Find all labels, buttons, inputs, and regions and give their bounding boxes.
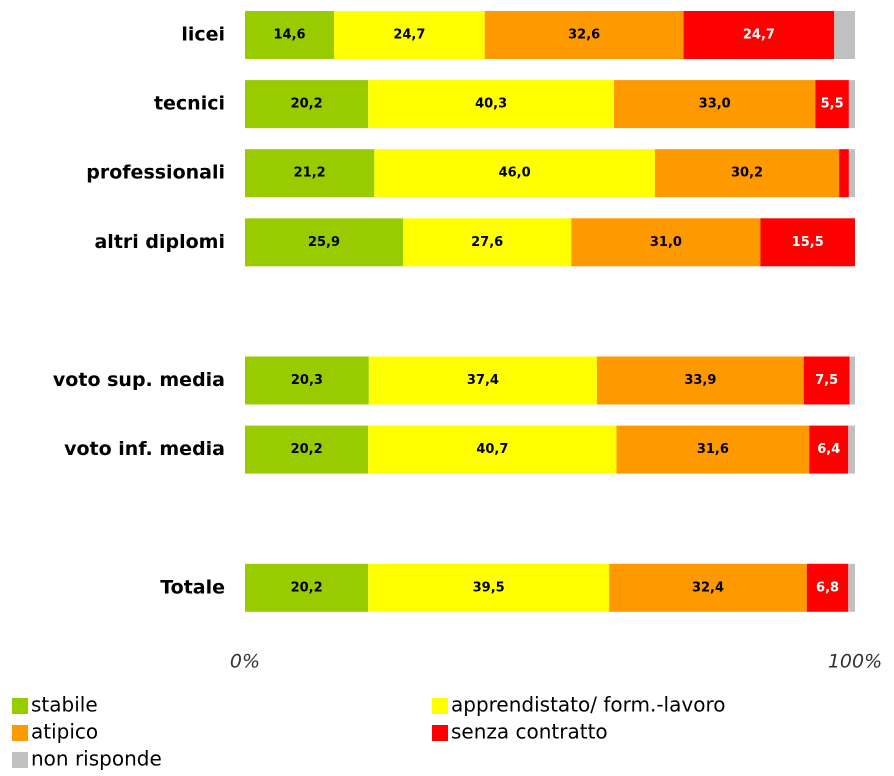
bar-segment (571, 218, 761, 267)
bar-segment (245, 356, 369, 405)
value-label: 40,7 (476, 442, 508, 457)
value-label: 46,0 (499, 166, 531, 181)
bar-segment (803, 356, 850, 405)
bar-segment (484, 11, 684, 59)
x-tick-label: 0% (230, 651, 260, 673)
legend-swatch (12, 698, 28, 714)
value-label: 33,0 (699, 97, 731, 112)
bar-segment (815, 80, 849, 129)
legend-label: senza contratto (451, 720, 608, 744)
value-label: 20,2 (291, 442, 323, 457)
bar-segment (245, 563, 369, 612)
value-label: 7,5 (815, 373, 838, 388)
bar-segment (609, 563, 807, 612)
value-label: 24,7 (393, 28, 425, 43)
legend-label: non risponde (31, 747, 162, 771)
bar-segment (368, 563, 610, 612)
value-label: 31,0 (650, 235, 682, 250)
bar-segment (368, 80, 615, 129)
value-label: 24,7 (743, 28, 775, 43)
bar-segment (848, 149, 855, 198)
legend-swatch (432, 725, 448, 741)
bar-segment (848, 563, 855, 612)
value-label: 25,9 (308, 235, 340, 250)
legend-label: stabile (31, 693, 98, 717)
bar-segment (368, 356, 597, 405)
value-label: 31,6 (697, 442, 729, 457)
bar-segment (596, 356, 804, 405)
value-label: 33,9 (684, 373, 716, 388)
value-label: 21,2 (294, 166, 326, 181)
bar-segment (848, 425, 855, 474)
bar-segment (839, 149, 849, 198)
value-label: 6,8 (816, 580, 839, 595)
bar-segment (616, 425, 810, 474)
category-label: Totale (160, 576, 225, 598)
bar-segment (809, 425, 849, 474)
bar-segment (245, 80, 369, 129)
bar-segment (848, 80, 855, 129)
legend-swatch (432, 698, 448, 714)
legend-swatch (12, 725, 28, 741)
legend-swatch (12, 752, 28, 768)
bar-segment (245, 425, 369, 474)
bar-segment (245, 218, 403, 267)
category-label: licei (181, 24, 225, 46)
value-label: 40,3 (475, 97, 507, 112)
value-label: 20,3 (291, 373, 323, 388)
value-label: 20,2 (291, 580, 323, 595)
legend-label: apprendistato/ form.-lavoro (451, 693, 725, 717)
category-label: tecnici (154, 93, 225, 115)
category-label: voto sup. media (53, 369, 225, 391)
bar-segment (245, 11, 335, 59)
bar-segment (834, 11, 855, 59)
bar-segment (614, 80, 816, 129)
value-label: 14,6 (273, 28, 305, 43)
value-label: 32,4 (692, 580, 724, 595)
value-label: 32,6 (568, 28, 600, 43)
category-label: altri diplomi (94, 231, 225, 253)
category-label: professionali (86, 162, 225, 184)
value-label: 15,5 (792, 235, 824, 250)
value-label: 27,6 (471, 235, 503, 250)
bar-segment (654, 149, 840, 198)
bar-segment (245, 149, 375, 198)
bar-segment (334, 11, 485, 59)
bar-segment (806, 563, 849, 612)
value-label: 6,4 (817, 442, 840, 457)
bar-segment (849, 356, 855, 405)
bar-segment (374, 149, 655, 198)
bar-segment (402, 218, 572, 267)
bar-segment (683, 11, 835, 59)
value-label: 20,2 (291, 97, 323, 112)
category-label: voto inf. media (64, 438, 225, 460)
value-label: 37,4 (467, 373, 499, 388)
bar-segment (368, 425, 617, 474)
value-label: 30,2 (731, 166, 763, 181)
bar-segment (760, 218, 855, 267)
legend-label: atipico (31, 720, 98, 744)
x-tick-label: 100% (828, 651, 882, 673)
value-label: 39,5 (473, 580, 505, 595)
value-label: 5,5 (821, 97, 844, 112)
